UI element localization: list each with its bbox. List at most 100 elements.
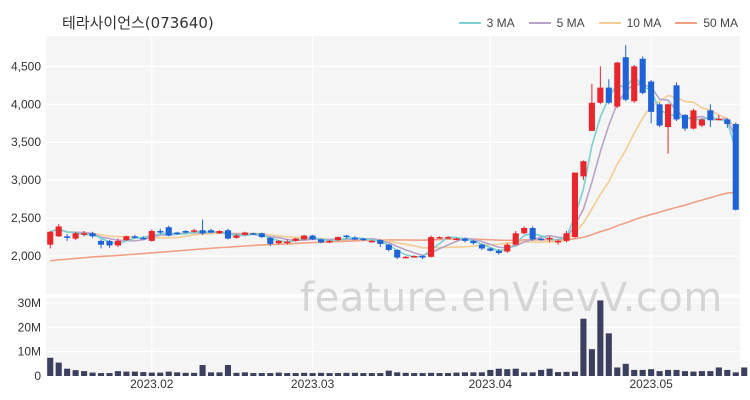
candle-body <box>284 241 291 244</box>
x-tick-label: 2023.05 <box>629 377 673 391</box>
legend-item-5ma: 5 MA <box>528 16 585 30</box>
candle-body <box>106 240 113 246</box>
volume-tick-label: 10M <box>18 345 41 359</box>
volume-bar <box>47 357 54 376</box>
volume-bar <box>267 373 274 376</box>
candle-body <box>114 240 121 246</box>
volume-bar <box>622 363 629 376</box>
candle-body <box>571 172 579 238</box>
volume-bar <box>563 371 570 376</box>
volume-bar <box>385 370 392 376</box>
volume-bar <box>343 372 350 376</box>
candle-body <box>207 230 215 233</box>
volume-bar <box>554 372 562 376</box>
candle-body <box>131 236 138 238</box>
volume-bar <box>199 365 206 376</box>
legend-label-50ma: 50 MA <box>703 16 738 30</box>
volume-bar <box>114 371 121 376</box>
candle-body <box>681 114 689 129</box>
candle-body <box>605 87 612 103</box>
volume-bar <box>681 371 689 376</box>
candle-body <box>690 110 697 129</box>
candle-body <box>529 227 536 240</box>
candle-body <box>157 231 164 233</box>
candle-body <box>334 237 342 241</box>
volume-bar <box>174 372 181 376</box>
volume-bar <box>301 372 308 376</box>
volume-bar <box>360 373 367 376</box>
candle-body <box>665 104 672 128</box>
volume-bar <box>639 369 646 376</box>
volume-bar <box>495 368 502 376</box>
candle-body <box>411 256 418 258</box>
volume-bar <box>351 372 358 376</box>
volume-bar <box>419 373 426 376</box>
ma-10-line <box>49 94 737 249</box>
candle-body <box>504 244 511 252</box>
volume-bar <box>470 372 477 376</box>
ma-50-line <box>50 191 736 262</box>
volume-bar <box>123 371 130 376</box>
candle-body <box>47 231 54 245</box>
candle-body <box>368 240 375 243</box>
candle-body <box>165 227 172 236</box>
volume-bar <box>224 365 232 376</box>
volume-bar <box>292 373 299 376</box>
volume-bar <box>284 373 291 376</box>
volume-bar <box>538 369 545 376</box>
candle-body <box>182 231 189 233</box>
candle-body <box>292 238 299 241</box>
price-tick-label: 4,000 <box>11 97 41 111</box>
candle-body <box>732 124 739 210</box>
candle-body <box>123 236 130 241</box>
candle-body <box>72 233 79 239</box>
volume-bar <box>131 371 138 376</box>
volume-bar <box>741 367 748 376</box>
volume-bar <box>580 318 587 376</box>
volume-bar <box>715 367 722 376</box>
candle-body <box>55 226 62 237</box>
volume-bar <box>411 373 418 376</box>
price-tick-label: 2,000 <box>11 249 41 263</box>
candle-body <box>402 256 409 259</box>
volume-bar <box>55 362 62 376</box>
candle-body <box>580 161 587 177</box>
volume-bar <box>673 369 680 376</box>
candle-body <box>554 240 562 243</box>
candle-body <box>385 244 392 250</box>
legend-label-10ma: 10 MA <box>626 16 662 30</box>
candle-body <box>631 66 638 102</box>
price-tick-label: 3,500 <box>11 135 41 149</box>
candle-body <box>301 235 308 240</box>
volume-bar <box>216 372 223 376</box>
volume-bar <box>140 372 147 376</box>
watermark: feature.enVievV.com <box>300 275 723 321</box>
candle-body <box>521 227 528 234</box>
volume-bar <box>275 372 282 376</box>
volume-bar <box>504 369 511 376</box>
legend-swatch-5ma <box>528 22 551 24</box>
volume-bar <box>588 349 595 376</box>
candle-body <box>250 233 257 235</box>
candle-body <box>428 237 435 257</box>
candle-body <box>563 233 570 241</box>
candle-body <box>394 249 401 258</box>
legend-item-10ma: 10 MA <box>598 16 662 30</box>
volume-bar <box>436 373 443 376</box>
candle-body <box>275 240 282 244</box>
volume-bar <box>428 372 435 376</box>
legend-swatch-50ma <box>675 22 698 24</box>
candle-body <box>622 57 629 100</box>
volume-bar <box>529 372 536 376</box>
candle-body <box>512 233 519 245</box>
ma-5-line <box>49 82 737 257</box>
candle-body <box>377 240 384 244</box>
candle-body <box>258 233 265 238</box>
candle-body <box>216 231 223 234</box>
volume-bar <box>157 372 164 376</box>
legend-swatch-10ma <box>598 22 621 24</box>
legend-label-3ma: 3 MA <box>486 16 515 30</box>
axis-labels: 2,000 2,500 3,000 3,500 4,000 4,500 0 10M 20M 30M… <box>11 59 673 391</box>
candle-body <box>267 237 274 244</box>
